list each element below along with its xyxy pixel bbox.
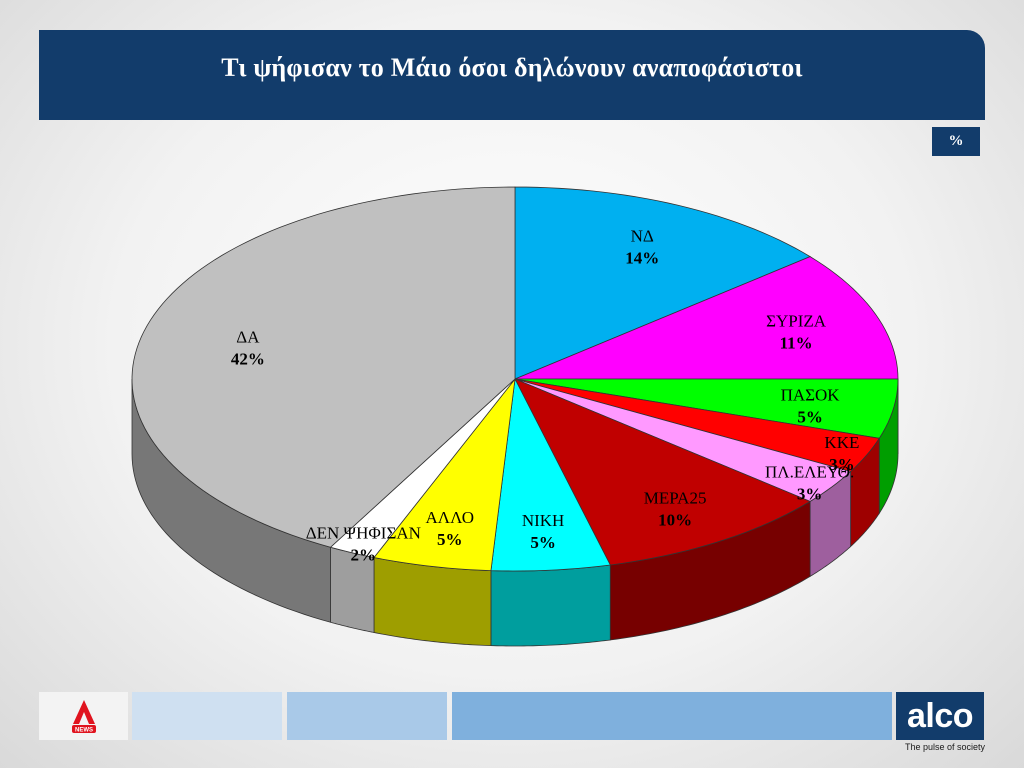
footer-band-1 xyxy=(132,692,282,740)
slice-label-νδ: ΝΔ xyxy=(631,227,654,246)
pie-labels: ΝΔ14%ΣΥΡΙΖΑ11%ΠΑΣΟΚ5%ΚΚΕ3%ΠΛ.ΕΛΕΥΘ.3%ΜΕΡ… xyxy=(231,227,859,565)
slice-value-κκε: 3% xyxy=(829,455,855,474)
pie-slice-δα xyxy=(131,186,516,548)
alco-tagline: The pulse of society xyxy=(905,742,986,752)
footer-band-3 xyxy=(452,692,892,740)
slice-value-νδ: 14% xyxy=(625,249,659,268)
pie-tops xyxy=(131,186,899,572)
pie-slice-δεν-ψηφισαν xyxy=(329,378,516,558)
slice-label-πλ-ελευθ: ΠΛ.ΕΛΕΥΘ. xyxy=(765,462,854,481)
pie-side-αλλο xyxy=(373,557,492,647)
slice-label-κκε: ΚΚΕ xyxy=(824,433,859,452)
slice-value-δα: 42% xyxy=(231,350,265,369)
alpha-news-logo: NEWS xyxy=(39,692,128,740)
alpha-logo-icon: NEWS xyxy=(71,700,96,734)
slice-label-μερα25: ΜΕΡΑ25 xyxy=(644,488,707,507)
slice-value-δεν-ψηφισαν: 2% xyxy=(351,546,377,565)
pie-slice-αλλο xyxy=(373,377,516,572)
title-bar: Τι ψήφισαν το Μάιο όσοι δηλώνουν αναποφά… xyxy=(39,30,985,120)
pie-slice-νικη xyxy=(490,377,611,572)
pie-slice-μερα25 xyxy=(514,378,812,566)
slice-value-πλ-ελευθ: 3% xyxy=(797,484,823,503)
chart-title: Τι ψήφισαν το Μάιο όσοι δηλώνουν αναποφά… xyxy=(221,53,803,82)
pie-side-νικη xyxy=(490,564,611,647)
slice-label-δα: ΔΑ xyxy=(236,328,260,347)
pie-slice-νδ xyxy=(514,186,812,380)
alco-logo: alco xyxy=(896,692,984,740)
footer-band-2 xyxy=(287,692,447,740)
slice-value-μερα25: 10% xyxy=(658,510,692,529)
slice-label-πασοκ: ΠΑΣΟΚ xyxy=(781,385,841,404)
pie-slice-συριζα xyxy=(514,256,899,380)
slice-value-αλλο: 5% xyxy=(437,530,463,549)
slice-label-συριζα: ΣΥΡΙΖΑ xyxy=(766,311,827,330)
slice-label-νικη: ΝΙΚΗ xyxy=(522,511,565,530)
slice-label-αλλο: ΑΛΛΟ xyxy=(426,508,475,527)
pie-slice-πασοκ xyxy=(514,378,899,439)
slice-value-συριζα: 11% xyxy=(780,333,813,352)
slice-value-νικη: 5% xyxy=(530,533,556,552)
slice-value-πασοκ: 5% xyxy=(797,407,823,426)
pie-slice-κκε xyxy=(514,378,880,472)
unit-badge: % xyxy=(932,127,980,156)
slice-label-δεν-ψηφισαν: ΔΕΝ ΨΗΦΙΣΑΝ xyxy=(306,524,421,543)
pie-chart: ΝΔ14%ΣΥΡΙΖΑ11%ΠΑΣΟΚ5%ΚΚΕ3%ΠΛ.ΕΛΕΥΘ.3%ΜΕΡ… xyxy=(131,186,899,647)
pie-slice-πλ-ελευθ xyxy=(514,378,852,502)
alpha-news-small-text: NEWS xyxy=(75,728,93,734)
